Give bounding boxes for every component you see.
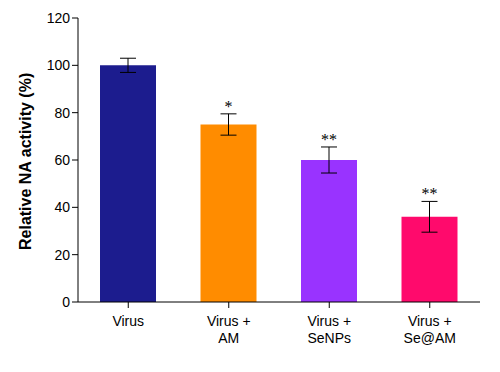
svg-text:Virus +Se@AM: Virus +Se@AM (404, 313, 456, 346)
svg-text:80: 80 (54, 105, 70, 121)
svg-text:**: ** (422, 185, 438, 202)
svg-text:Virus +SeNPs: Virus +SeNPs (307, 313, 351, 346)
svg-text:0: 0 (62, 294, 70, 310)
svg-text:20: 20 (54, 247, 70, 263)
svg-text:60: 60 (54, 152, 70, 168)
svg-text:40: 40 (54, 199, 70, 215)
svg-text:*: * (225, 98, 233, 115)
svg-text:120: 120 (47, 10, 71, 26)
svg-text:**: ** (321, 131, 337, 148)
svg-text:Virus: Virus (112, 313, 144, 329)
svg-text:Relative NA activity (%): Relative NA activity (%) (17, 73, 34, 250)
svg-text:Virus +AM: Virus +AM (207, 313, 251, 346)
svg-text:100: 100 (47, 57, 71, 73)
